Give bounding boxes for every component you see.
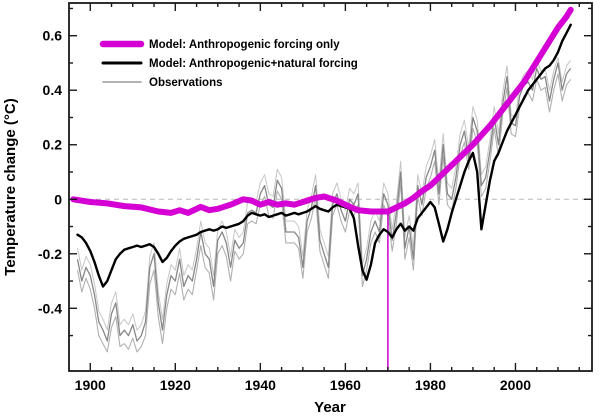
y-tick-label: 0 [54,191,62,207]
y-tick-label: 0.2 [43,137,63,153]
x-tick-label: 1920 [160,377,191,393]
series-observations-3-line [77,57,572,331]
legend-label-2: Observations [149,77,223,89]
x-axis-label: Year [314,399,346,416]
y-tick-label: -0.2 [38,246,62,262]
x-tick-label: 2000 [500,377,531,393]
y-axis-label: Temperature change (°C) [2,98,19,275]
y-tick-label: 0.6 [43,28,63,44]
series-observations-1-line [76,62,572,342]
y-tick-label: 0.4 [43,82,63,98]
legend: Model: Anthropogenic forcing only Model: … [99,39,358,89]
legend-label-0: Model: Anthropogenic forcing only [149,39,340,51]
plot-frame [68,2,593,372]
y-tick-label: -0.4 [38,300,62,316]
x-tick-label: 1940 [245,377,276,393]
legend-label-1: Model: Anthropogenic+natural forcing [149,58,358,70]
x-tick-label: 1960 [330,377,361,393]
x-tick-label: 1900 [75,377,106,393]
series-observations-2-line [76,73,572,353]
x-tick-label: 1980 [415,377,446,393]
series-model-anthropogenic-natural-line [76,23,572,288]
series-model-anthropogenic-only-line [70,6,574,216]
